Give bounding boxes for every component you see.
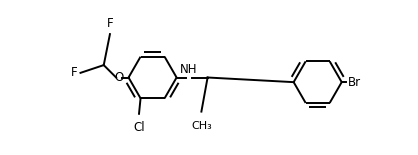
Text: CH₃: CH₃ [191,121,212,131]
Text: F: F [71,66,78,79]
Text: O: O [115,71,124,84]
Text: Br: Br [347,76,361,89]
Text: Cl: Cl [133,121,145,134]
Text: F: F [107,17,113,30]
Text: NH: NH [180,63,198,76]
